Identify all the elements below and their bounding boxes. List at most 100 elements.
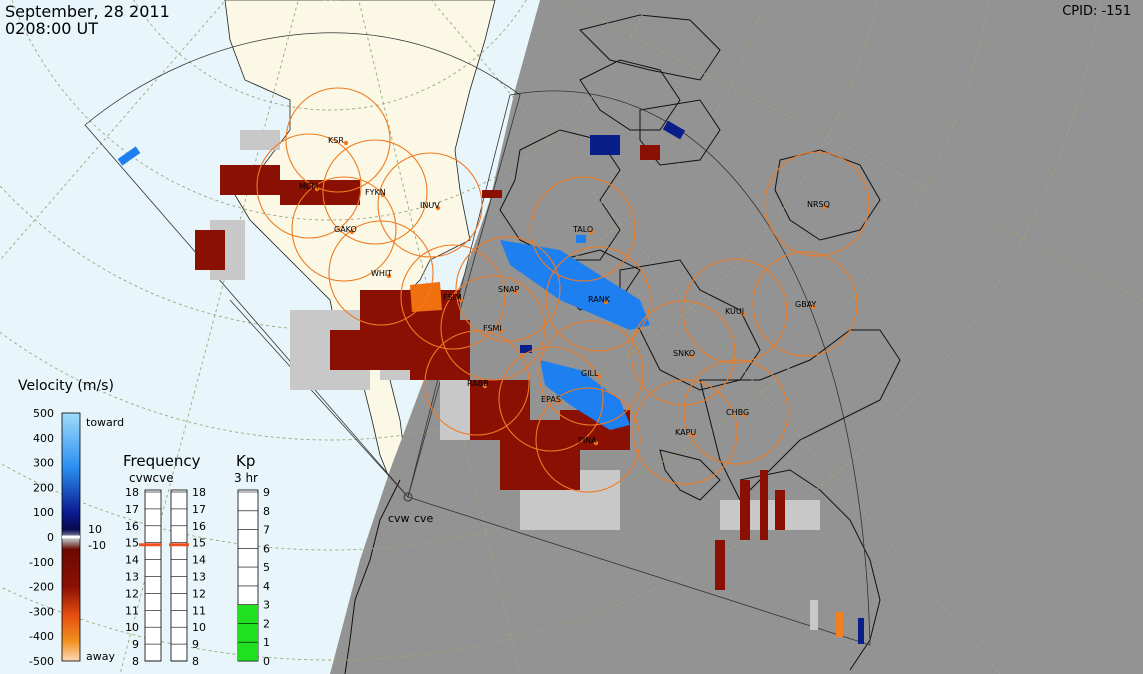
station-label-snko: SNKO: [673, 349, 695, 358]
station-dot-rank: [603, 299, 609, 305]
station-dot-gill: [596, 373, 602, 379]
strong-away-patch: [410, 282, 442, 312]
station-dot-talo: [588, 229, 594, 235]
frequency-tick-left: 17: [125, 503, 139, 516]
station-label-whit: WHIT: [371, 269, 392, 278]
station-dot-nrsq: [822, 204, 828, 210]
away-velocity-echoes: [195, 145, 785, 590]
station-dot-snap: [513, 289, 519, 295]
velocity-tick: -200: [29, 581, 54, 594]
frequency-tick-left: 8: [132, 655, 139, 668]
station-label-epas: EPAS: [541, 395, 561, 404]
kp-tick: 5: [263, 561, 270, 574]
station-label-gako: GAKO: [334, 225, 357, 234]
velocity-tick: -100: [29, 556, 54, 569]
station-label-ksr: KSR: [328, 136, 344, 145]
station-label-nrsq: NRSQ: [807, 200, 830, 209]
station-dot-ksr: [343, 140, 349, 146]
kp-subtitle: 3 hr: [234, 471, 258, 485]
frequency-tick-right: 18: [192, 486, 206, 499]
radar-label-east: cve: [414, 512, 434, 525]
station-dot-fsmi: [498, 328, 504, 334]
kp-tick: 1: [263, 636, 270, 649]
station-fov-gill: [538, 320, 644, 426]
station-fov-gbay: [752, 251, 858, 357]
frequency-tick-left: 11: [125, 604, 139, 617]
frequency-tick-left: 14: [125, 554, 139, 567]
station-label-mcm: MCM: [299, 182, 318, 191]
station-dot-fsim: [458, 297, 464, 303]
station-label-gill: GILL: [581, 369, 599, 378]
station-dot-mcm: [314, 186, 320, 192]
frequency-tick-right: 15: [192, 537, 206, 550]
velocity-tick: 0: [47, 531, 54, 544]
station-markers: KSR MCM FYKN INUV GAKO WHIT FSIM SNAP FSMI RANK TA…: [299, 136, 830, 446]
frequency-tick-left: 16: [125, 520, 139, 533]
velocity-tick: 400: [33, 432, 54, 445]
radar-site-marker: [403, 492, 413, 502]
frequency-ticks: 18 18 17 17 16 16 15 15 14 14 13 13 12 12 11 11 10 10 9 9 8 8: [125, 486, 206, 668]
frequency-tick-left: 18: [125, 486, 139, 499]
station-dot-rabb: [482, 383, 488, 389]
kp-tick: 8: [263, 505, 270, 518]
velocity-tick: 500: [33, 407, 54, 420]
kp-ticks: 9 8 7 6 5 4 3 2 1 0: [238, 486, 270, 668]
station-label-fykn: FYKN: [365, 188, 386, 197]
frequency-tick-right: 16: [192, 520, 206, 533]
station-fov-chbg: [683, 359, 789, 465]
station-fov-circles: [256, 87, 870, 493]
kp-title: Kp: [236, 452, 255, 470]
frequency-tick-right: 13: [192, 571, 206, 584]
kp-fill: [238, 604, 258, 661]
strong-toward-echoes: [520, 120, 864, 644]
station-label-chbg: CHBG: [726, 408, 749, 417]
station-fov-talo: [530, 176, 636, 282]
frequency-tick-right: 8: [192, 655, 199, 668]
time-label: 0208:00 UT: [5, 19, 99, 38]
velocity-tick: 300: [33, 457, 54, 470]
frequency-tick-right: 12: [192, 587, 206, 600]
frequency-tick-left: 13: [125, 571, 139, 584]
radar-field-of-view: [84, 32, 871, 646]
frequency-tick-left: 15: [125, 537, 139, 550]
station-dot-kapu: [690, 432, 696, 438]
station-fov-epas: [498, 346, 604, 452]
velocity-tick: -400: [29, 630, 54, 643]
station-label-snap: SNAP: [498, 285, 520, 294]
frequency-tick-left: 10: [125, 621, 139, 634]
station-fov-nrsq: [764, 151, 870, 257]
station-fov-pina: [535, 387, 641, 493]
velocity-tick: -500: [29, 655, 54, 668]
frequency-tick-left: 9: [132, 638, 139, 651]
kp-tick: 4: [263, 580, 270, 593]
station-label-talo: TALO: [572, 225, 593, 234]
frequency-tick-right: 10: [192, 621, 206, 634]
frequency-subtitle: cvwcve: [129, 471, 174, 485]
station-fov-ksr: [285, 87, 391, 193]
kp-tick: 3: [263, 599, 270, 612]
velocity-tick: 200: [33, 481, 54, 494]
station-label-inuv: INUV: [420, 201, 440, 210]
landmass-alaska: [224, 0, 496, 481]
station-dot-pina: [593, 440, 599, 446]
station-label-kapu: KAPU: [675, 428, 696, 437]
station-fov-mcm: [256, 133, 362, 239]
frequency-tick-right: 11: [192, 604, 206, 617]
kp-tick: 9: [263, 486, 270, 499]
cpid-label: CPID: -151: [1062, 4, 1131, 19]
station-dot-epas: [556, 399, 562, 405]
station-dot-kuuj: [740, 311, 746, 317]
station-fov-fykn: [322, 139, 428, 245]
station-fov-inuv: [377, 152, 483, 258]
velocity-small-pos: 10: [88, 523, 102, 536]
station-label-rank: RANK: [588, 295, 611, 304]
station-label-pina: PINA: [578, 436, 597, 445]
station-fov-rank: [545, 246, 651, 352]
frequency-tick-left: 12: [125, 587, 139, 600]
frequency-title: Frequency: [123, 452, 201, 470]
velocity-ticks: 500 400 300 200 100 0 -100 -200 -300 -400 -500: [29, 407, 80, 668]
date-label: September, 28 2011: [5, 2, 170, 21]
station-dot-snko: [688, 353, 694, 359]
station-fov-whit: [328, 220, 434, 326]
